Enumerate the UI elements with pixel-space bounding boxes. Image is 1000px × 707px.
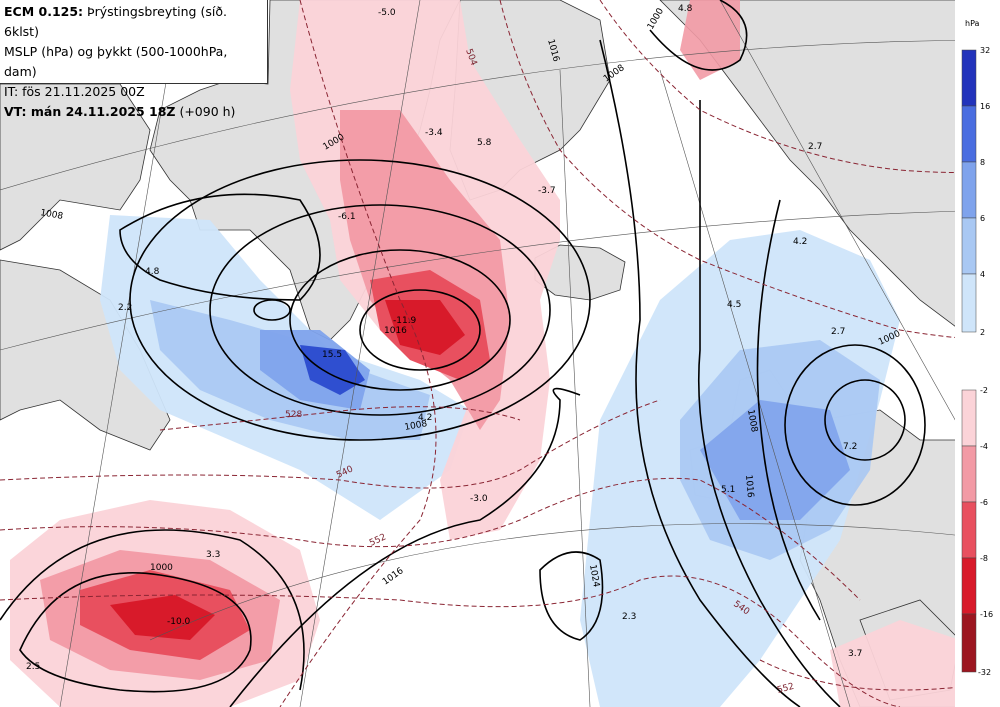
value-label: -6.1 — [338, 212, 356, 222]
canada-land — [0, 83, 151, 251]
fall-area-east — [680, 0, 740, 80]
isobar-label: 1008 — [39, 208, 64, 222]
low-ring-2 — [289, 249, 511, 391]
color-legend: hPa 32 16 8 6 4 2 -2 -4 -6 -8 -16 -32 — [955, 0, 1000, 707]
legend-rise-label: 32 — [980, 46, 990, 55]
isobar-east-3 — [756, 199, 821, 621]
value-label: -11.9 — [393, 316, 417, 326]
value-label: -10.0 — [167, 617, 191, 627]
fall-area-north-peak — [385, 300, 465, 355]
isobar-north — [649, 0, 748, 71]
thickness-label: 528 — [285, 410, 302, 420]
legend-fall-label: -4 — [980, 442, 988, 451]
valid-time: VT: mán 24.11.2025 18Z — [4, 104, 176, 119]
title-line-1: ECM 0.125: Þrýstingsbreyting (síð. 6klst… — [4, 2, 263, 42]
low-nw-small — [253, 299, 291, 321]
title-line-4: VT: mán 24.11.2025 18Z (+090 h) — [4, 102, 263, 122]
low-east-ring — [824, 379, 906, 461]
legend-unit: hPa — [965, 19, 980, 28]
value-label: 5.1 — [721, 485, 735, 495]
pressure-rise-layer — [100, 215, 900, 707]
value-label: 15.5 — [322, 350, 342, 360]
value-label: 2.7 — [808, 142, 822, 152]
isobar-label: 1016 — [743, 474, 755, 498]
legend-fall-scale: -2 -4 -6 -8 -16 -32 — [961, 386, 993, 677]
legend-fall-label: -32 — [978, 668, 991, 677]
map-title-box: ECM 0.125: Þrýstingsbreyting (síð. 6klst… — [0, 0, 268, 119]
value-label: 3.7 — [848, 649, 862, 659]
model-name: ECM 0.125: — [4, 4, 84, 19]
value-label: 4.2 — [418, 413, 432, 423]
legend-rise-label: 4 — [980, 270, 985, 279]
rise-area-east-strong — [700, 400, 850, 520]
title-line-2: MSLP (hPa) og þykkt (500-1000hPa, dam) — [4, 44, 228, 79]
legend-fall-label: -2 — [980, 386, 988, 395]
legend-rise-label: 16 — [980, 102, 990, 111]
isobar-label: 1008 — [745, 409, 759, 434]
isobar-label: 1024 — [587, 564, 601, 589]
isobar-1024 — [539, 551, 604, 641]
isobar-label: 1008 — [404, 419, 429, 433]
value-label: -3.7 — [538, 186, 556, 196]
value-label: 3.3 — [206, 550, 220, 560]
value-label: 4.5 — [727, 300, 741, 310]
value-label: -5.0 — [378, 8, 396, 18]
value-label: 4.8 — [678, 4, 693, 14]
low-ring-1 — [359, 289, 481, 371]
value-label: 2.5 — [26, 662, 40, 672]
isobar-east-2 — [697, 100, 841, 707]
labrador-land — [0, 259, 171, 451]
isobar-label: 1000 — [646, 6, 666, 31]
value-label: -3.0 — [470, 494, 488, 504]
value-label: 2.2 — [118, 303, 132, 313]
legend-fall-label: -16 — [980, 610, 993, 619]
isobar-label: 1016 — [381, 566, 406, 587]
isobar-mid-south — [229, 387, 581, 707]
isobar-east-1 — [599, 39, 801, 707]
legend-rise-scale: 32 16 8 6 4 2 — [961, 46, 990, 337]
legend-rise-label: 8 — [980, 158, 985, 167]
title-line-3: IT: fös 21.11.2025 00Z — [4, 84, 145, 99]
scandinavia-land — [659, 0, 1000, 331]
low-ring-3 — [209, 204, 551, 416]
value-labels: -5.0 4.8 -3.4 5.8 -3.7 -6.1 4.8 2.2 15.5… — [26, 4, 862, 672]
value-label: 4.8 — [145, 267, 160, 277]
legend-rise-label: 6 — [980, 214, 985, 223]
isobars — [0, 0, 926, 707]
fall-area-south-peak — [110, 595, 215, 640]
low-ring-4 — [129, 159, 591, 441]
thickness-label: 552 — [776, 682, 795, 696]
value-label: -3.4 — [425, 128, 443, 138]
legend-fall-label: -8 — [980, 554, 988, 563]
isobar-sw — [19, 572, 252, 693]
legend-rise-label: 2 — [980, 328, 985, 337]
pressure-fall-layer — [10, 0, 1000, 707]
forecast-hour: (+090 h) — [175, 104, 236, 119]
value-label: 2.3 — [622, 612, 636, 622]
isobar-label: 1000 — [150, 563, 173, 573]
isobar-nw — [119, 193, 321, 301]
value-label: 7.2 — [843, 442, 857, 452]
value-label: 2.7 — [831, 327, 845, 337]
value-label: 5.8 — [477, 138, 492, 148]
field-name: Þrýstingsbreyting (síð. 6klst) — [4, 4, 227, 39]
value-label: 4.2 — [793, 237, 807, 247]
isobar-label: 1016 — [384, 326, 407, 336]
low-east-ring-2 — [784, 344, 926, 506]
legend-fall-label: -6 — [980, 498, 988, 507]
